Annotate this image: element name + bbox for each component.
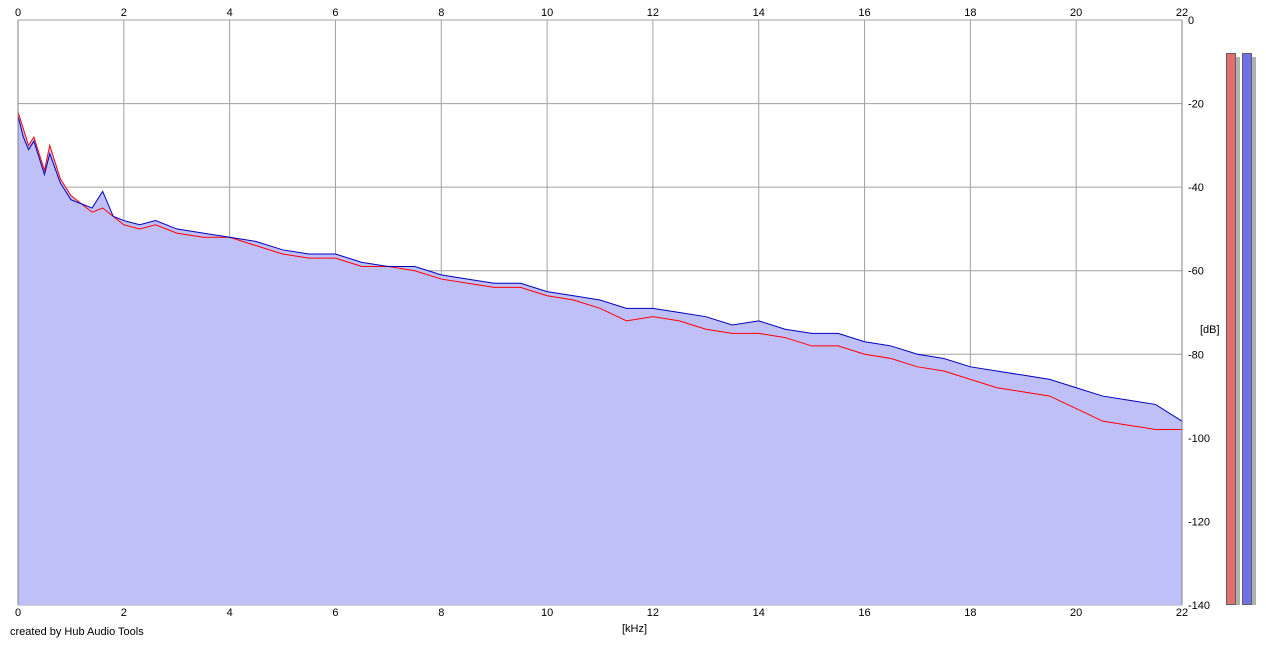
y-tick-label: -100	[1188, 433, 1210, 445]
y-axis-label: [dB]	[1200, 324, 1220, 336]
x-tick-labels-bottom: 0 2 4 6 8 10 12 14 16 18 20 22	[15, 607, 1188, 619]
x-tick-labels-top: 0 2 4 6 8 10 12 14 16 18 20 22	[15, 7, 1188, 19]
x-axis-label: [kHz]	[622, 623, 647, 635]
x-tick-label: 0	[15, 607, 21, 619]
x-tick-label: 10	[541, 607, 553, 619]
y-tick-label: -140	[1188, 600, 1210, 612]
x-tick-label: 18	[964, 607, 976, 619]
x-tick-label: 12	[647, 7, 659, 19]
x-tick-label: 20	[1070, 7, 1082, 19]
spectrum-fill-area	[18, 111, 1182, 605]
x-tick-label: 22	[1176, 607, 1188, 619]
x-tick-label: 8	[438, 7, 444, 19]
right-channel-line	[17, 115, 1183, 422]
y-tick-label: -40	[1188, 182, 1204, 194]
x-tick-label: 4	[227, 7, 233, 19]
right-channel-meter	[1242, 53, 1252, 605]
y-tick-labels: 0 -20 -40 -60 -80 -100 -120 -140	[1188, 15, 1210, 612]
x-tick-label: 20	[1070, 607, 1082, 619]
y-tick-label: -60	[1188, 266, 1204, 278]
x-tick-label: 6	[332, 7, 338, 19]
x-tick-label: 4	[227, 607, 233, 619]
x-tick-label: 0	[15, 7, 21, 19]
x-tick-label: 6	[332, 607, 338, 619]
y-tick-label: -20	[1188, 99, 1204, 111]
x-tick-label: 22	[1176, 7, 1188, 19]
x-tick-label: 8	[438, 607, 444, 619]
credit-text: created by Hub Audio Tools	[10, 626, 144, 638]
y-tick-label: -120	[1188, 516, 1210, 528]
x-tick-label: 14	[753, 7, 765, 19]
left-channel-meter	[1226, 53, 1236, 605]
y-tick-label: -80	[1188, 349, 1204, 361]
y-tick-label: 0	[1188, 15, 1194, 27]
x-tick-label: 16	[858, 607, 870, 619]
x-tick-label: 2	[121, 7, 127, 19]
x-tick-label: 12	[647, 607, 659, 619]
x-tick-label: 16	[858, 7, 870, 19]
x-tick-label: 14	[753, 607, 765, 619]
series-lines	[17, 111, 1183, 430]
x-tick-label: 10	[541, 7, 553, 19]
x-tick-label: 18	[964, 7, 976, 19]
x-tick-label: 2	[121, 607, 127, 619]
